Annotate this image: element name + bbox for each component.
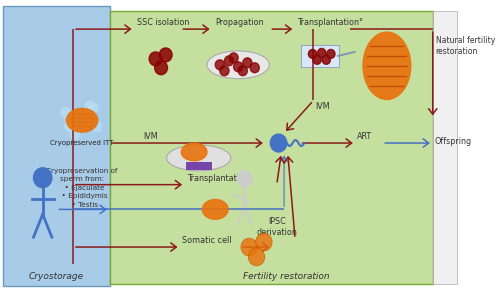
Ellipse shape (182, 143, 207, 161)
Text: Fertility restoration: Fertility restoration (242, 272, 329, 281)
Circle shape (326, 49, 335, 58)
FancyBboxPatch shape (300, 45, 339, 67)
Circle shape (149, 52, 162, 66)
Text: IVM: IVM (144, 132, 158, 141)
Circle shape (64, 121, 74, 131)
Text: Transplantation°: Transplantation° (297, 18, 363, 27)
Circle shape (322, 55, 330, 64)
Circle shape (313, 55, 321, 64)
Circle shape (318, 49, 326, 57)
Circle shape (308, 49, 316, 58)
Text: Transplantation: Transplantation (187, 174, 249, 183)
Circle shape (234, 62, 243, 72)
Text: IVM: IVM (316, 102, 330, 111)
Circle shape (34, 168, 52, 188)
Circle shape (241, 238, 258, 256)
Text: Natural fertility
restoration: Natural fertility restoration (436, 36, 495, 56)
Circle shape (270, 134, 287, 152)
Circle shape (256, 233, 272, 251)
Text: SSC isolation: SSC isolation (137, 18, 190, 27)
Text: Cryopreservation of
sperm from:
  • Ejaculate
  • Epididymis
  • Testis: Cryopreservation of sperm from: • Ejacul… (46, 168, 118, 208)
FancyBboxPatch shape (110, 11, 433, 284)
Circle shape (88, 103, 98, 113)
Circle shape (85, 101, 94, 111)
Circle shape (224, 56, 234, 66)
FancyBboxPatch shape (186, 162, 212, 170)
Ellipse shape (363, 32, 410, 99)
Text: Propagation: Propagation (215, 18, 264, 27)
Text: Somatic cell: Somatic cell (182, 236, 232, 245)
Circle shape (243, 58, 252, 68)
Text: Offspring: Offspring (434, 136, 472, 146)
Text: ART: ART (356, 132, 372, 141)
Circle shape (248, 248, 265, 266)
Circle shape (154, 61, 168, 75)
Circle shape (238, 66, 248, 76)
FancyBboxPatch shape (433, 11, 456, 284)
Circle shape (159, 48, 172, 62)
FancyBboxPatch shape (3, 6, 110, 286)
Ellipse shape (66, 108, 98, 132)
Text: Cryopreserved ITT: Cryopreserved ITT (50, 140, 114, 146)
Circle shape (61, 107, 70, 117)
Text: Cryostorage: Cryostorage (29, 272, 84, 281)
Circle shape (220, 66, 229, 76)
Circle shape (92, 121, 102, 131)
Ellipse shape (207, 51, 270, 79)
Circle shape (229, 53, 238, 63)
Circle shape (215, 60, 224, 70)
Circle shape (238, 171, 252, 187)
Ellipse shape (166, 145, 231, 171)
Circle shape (250, 63, 260, 73)
Text: IPSC
derivation: IPSC derivation (256, 217, 297, 237)
Ellipse shape (202, 200, 228, 219)
Circle shape (70, 129, 80, 139)
